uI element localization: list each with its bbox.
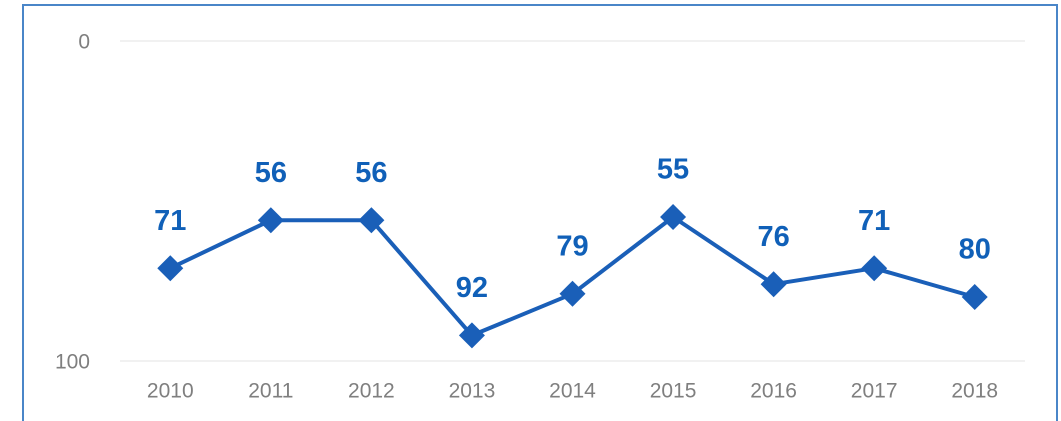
y-tick-label: 0: [78, 31, 90, 54]
x-tick-label: 2011: [248, 380, 293, 403]
data-label: 56: [355, 157, 387, 189]
data-label: 71: [154, 205, 186, 237]
x-tick-label: 2014: [549, 380, 596, 403]
marker: [157, 255, 184, 282]
marker: [660, 204, 687, 230]
marker: [458, 322, 485, 349]
x-tick-label: 2017: [851, 380, 898, 403]
x-tick-label: 2015: [650, 380, 697, 403]
data-label: 80: [959, 234, 991, 266]
x-tick-label: 2018: [951, 380, 998, 403]
marker: [559, 280, 586, 307]
y-tick-label: 100: [55, 351, 90, 374]
frame: [22, 4, 1058, 421]
marker: [257, 207, 284, 234]
x-tick-label: 2016: [750, 380, 797, 403]
data-label: 79: [556, 230, 588, 262]
x-tick-label: 2010: [147, 380, 194, 403]
marker: [961, 284, 988, 310]
marker: [861, 255, 888, 282]
x-tick-label: 2012: [348, 380, 395, 403]
data-label: 76: [757, 221, 789, 253]
data-label: 55: [657, 154, 689, 186]
data-label: 56: [255, 157, 287, 189]
data-label: 71: [858, 205, 890, 237]
marker: [760, 271, 787, 298]
data-label: 92: [456, 272, 488, 304]
marker: [358, 207, 385, 234]
x-tick-label: 2013: [449, 380, 496, 403]
